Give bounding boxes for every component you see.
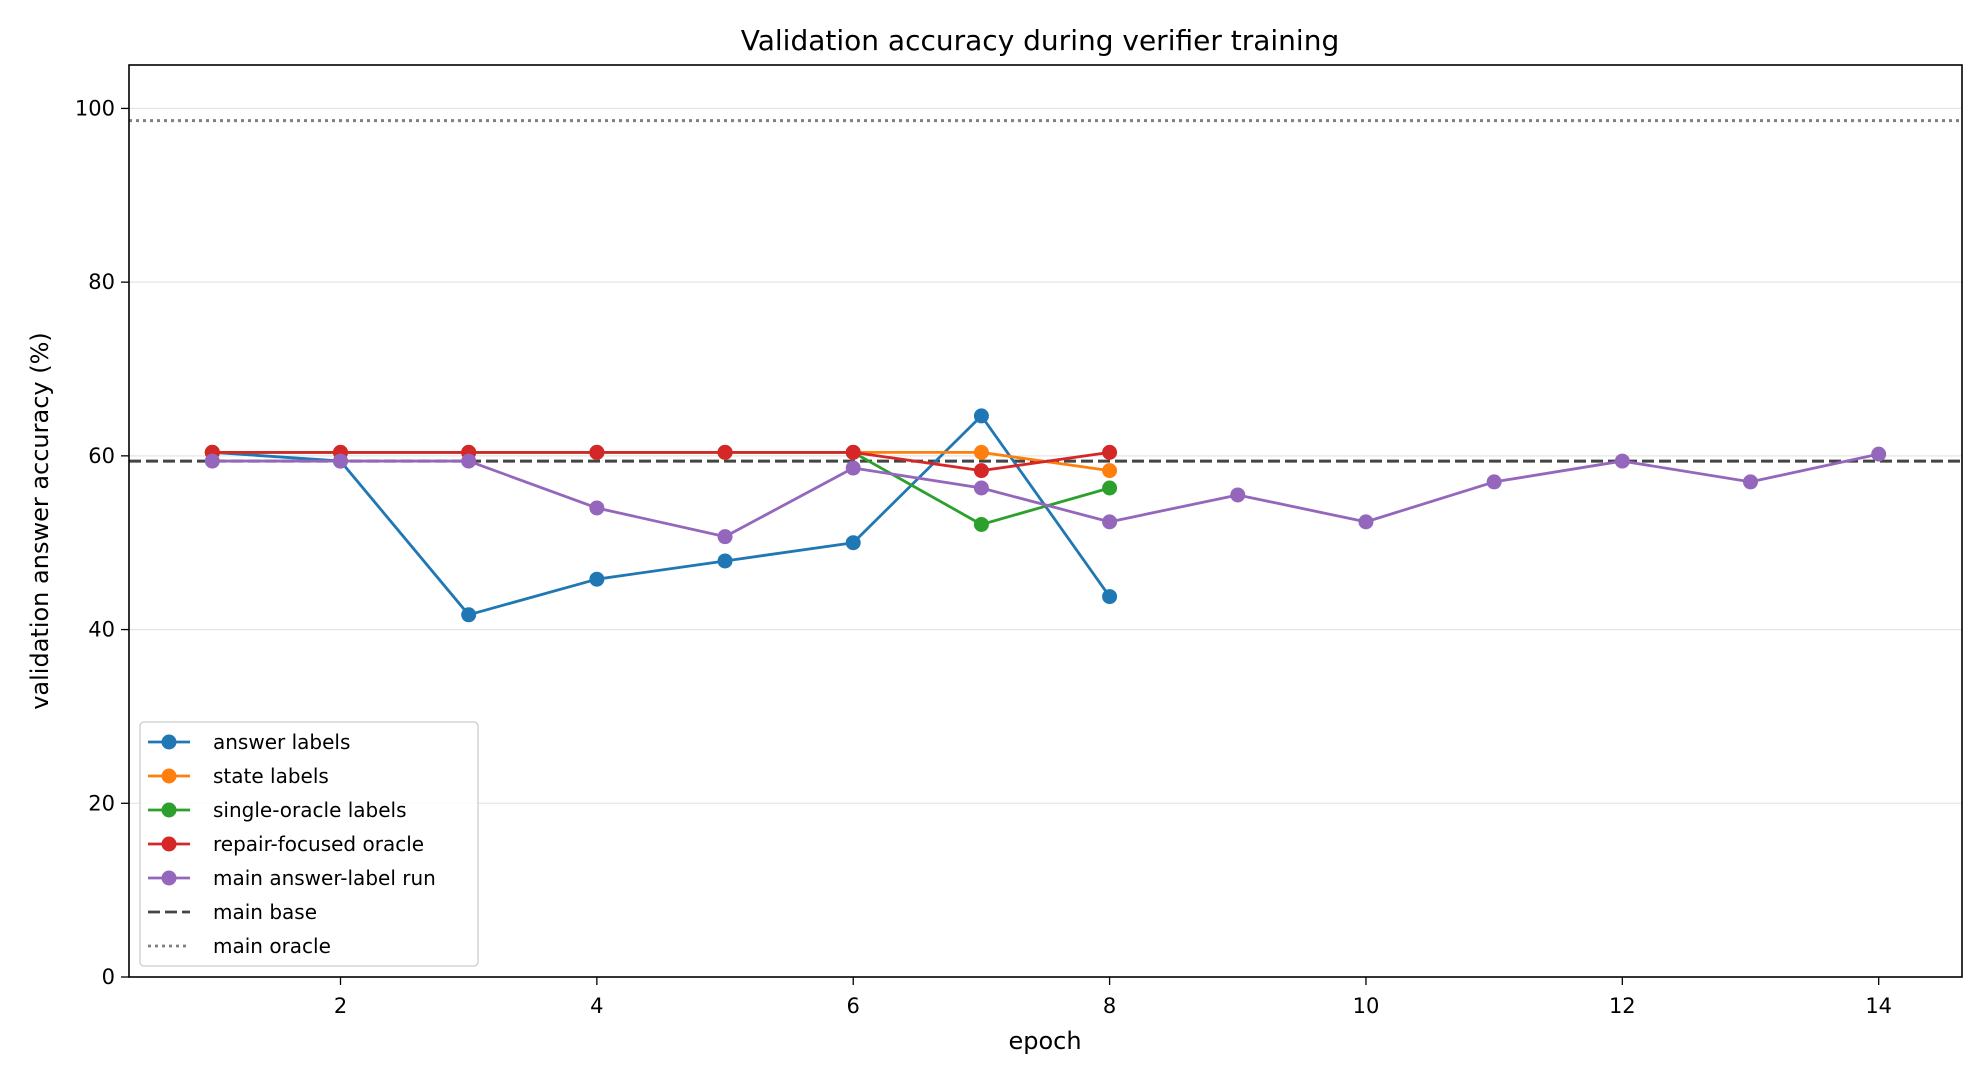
series-lines	[204, 408, 1887, 623]
y-tick-label: 80	[88, 270, 115, 294]
data-point-state-labels	[973, 444, 989, 460]
data-point-main-answer-label-run	[845, 460, 861, 476]
x-tick-label: 8	[1103, 994, 1116, 1018]
x-tick-label: 4	[590, 994, 603, 1018]
legend-marker-single-oracle-labels	[161, 802, 177, 818]
data-point-single-oracle-labels	[1102, 480, 1118, 496]
y-axis-label: validation answer accuracy (%)	[26, 332, 54, 710]
series-line-repair-focused-oracle	[212, 450, 1110, 473]
legend: answer labels state labels single-oracle l…	[139, 721, 479, 967]
legend-label-single-oracle-labels: single-oracle labels	[213, 798, 407, 822]
data-point-repair-focused-oracle	[589, 444, 605, 460]
data-point-single-oracle-labels	[973, 516, 989, 532]
legend-label-main-base: main base	[213, 900, 317, 924]
data-point-repair-focused-oracle	[973, 463, 989, 479]
x-tick-label: 10	[1353, 994, 1380, 1018]
data-point-main-answer-label-run	[204, 453, 220, 469]
data-point-main-answer-label-run	[1230, 487, 1246, 503]
y-tick-label: 100	[75, 96, 115, 120]
data-point-repair-focused-oracle	[845, 444, 861, 460]
legend-box	[139, 721, 479, 967]
legend-label-main-answer-label-run: main answer-label run	[213, 866, 436, 890]
x-axis-label: epoch	[1008, 1027, 1081, 1055]
legend-label-main-oracle: main oracle	[213, 934, 331, 958]
data-point-answer-labels	[589, 571, 605, 587]
data-point-main-answer-label-run	[1102, 514, 1118, 530]
series-line-main-answer-label-run	[212, 452, 1879, 539]
legend-marker-repair-focused-oracle	[161, 836, 177, 852]
legend-marker-answer-labels	[161, 734, 177, 750]
data-point-answer-labels	[461, 607, 477, 623]
legend-marker-state-labels	[161, 768, 177, 784]
chart-title: Validation accuracy during verifier trai…	[741, 24, 1339, 57]
data-point-main-answer-label-run	[1743, 474, 1758, 490]
data-point-main-answer-label-run	[1486, 474, 1502, 490]
data-point-main-answer-label-run	[461, 453, 477, 469]
x-tick-label: 2	[334, 994, 347, 1018]
y-tick-label: 60	[88, 444, 115, 468]
data-point-main-answer-label-run	[717, 529, 733, 545]
y-tick-label: 20	[88, 791, 115, 815]
series-line-answer-labels	[212, 414, 1111, 617]
legend-label-state-labels: state labels	[213, 764, 329, 788]
data-point-answer-labels	[845, 535, 861, 551]
legend-label-repair-focused-oracle: repair-focused oracle	[213, 832, 424, 856]
data-point-main-answer-label-run	[589, 500, 605, 516]
data-point-main-answer-label-run	[1358, 514, 1374, 530]
reference-lines	[129, 119, 1962, 463]
data-point-main-answer-label-run	[1871, 446, 1887, 462]
data-point-answer-labels	[973, 408, 989, 424]
legend-marker-main-answer-label-run	[161, 870, 177, 886]
y-tick-label: 0	[102, 965, 115, 989]
axis-ticks: 0 20 40 60 80 100 2 4 6 8 10 12 14	[75, 96, 1892, 1018]
data-point-state-labels	[1102, 463, 1118, 479]
data-point-repair-focused-oracle	[717, 444, 733, 460]
data-point-answer-labels	[717, 553, 733, 569]
y-tick-label: 40	[88, 618, 115, 642]
data-point-repair-focused-oracle	[1102, 444, 1118, 460]
data-point-main-answer-label-run	[973, 480, 989, 496]
legend-label-answer-labels: answer labels	[213, 730, 350, 754]
plot-frame	[128, 64, 1963, 978]
data-point-answer-labels	[1102, 589, 1118, 605]
x-tick-label: 6	[847, 994, 860, 1018]
data-point-main-answer-label-run	[333, 453, 348, 469]
data-point-main-answer-label-run	[1614, 453, 1630, 469]
x-tick-label: 14	[1865, 994, 1892, 1018]
x-tick-label: 12	[1609, 994, 1636, 1018]
